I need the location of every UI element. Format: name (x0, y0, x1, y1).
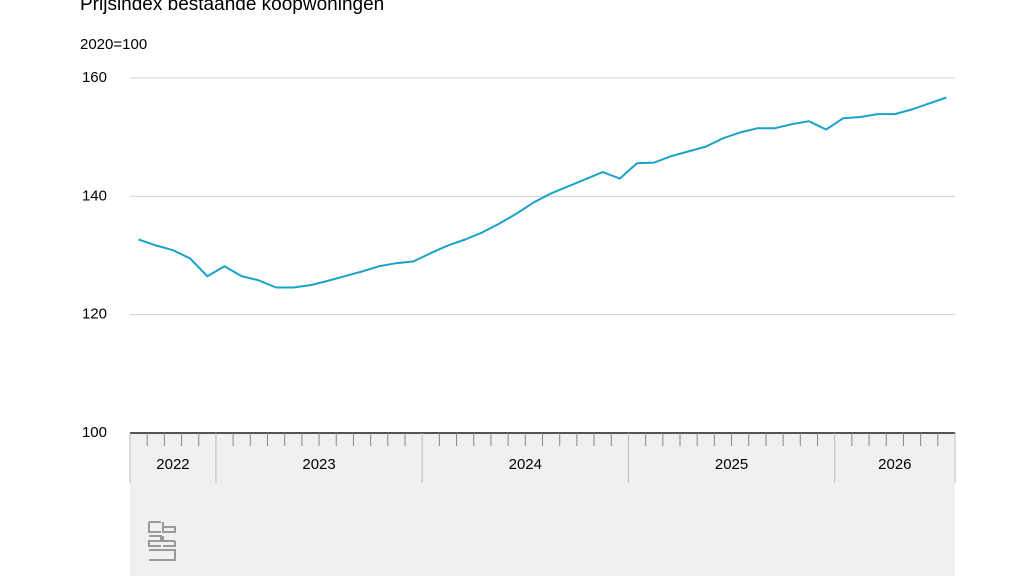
y-tick-label: 160 (82, 69, 107, 86)
logo (148, 521, 176, 561)
x-tick-label: 2023 (302, 456, 335, 473)
data-line (138, 96, 947, 289)
unit-label: 2020=100 (80, 36, 147, 53)
x-tick-label: 2026 (878, 456, 911, 473)
chart-title: Prijsindex bestaande koopwoningen (80, 0, 384, 15)
x-tick-label: 2022 (156, 456, 189, 473)
y-tick-label: 140 (82, 187, 107, 204)
y-tick-label: 100 (82, 424, 107, 441)
x-tick-label: 2024 (509, 456, 542, 473)
axis-panel (130, 433, 955, 576)
y-tick-label: 120 (82, 306, 107, 323)
x-tick-label: 2025 (715, 456, 748, 473)
